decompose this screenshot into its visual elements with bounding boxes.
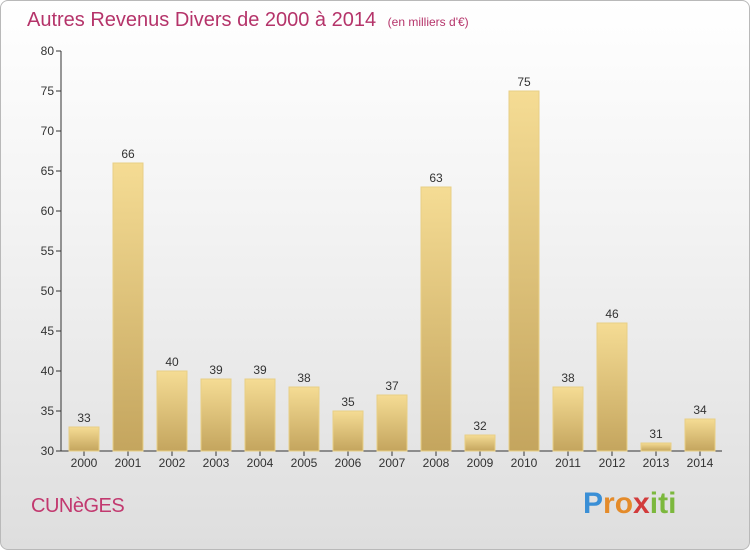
bar bbox=[684, 418, 716, 452]
x-tick-label: 2005 bbox=[291, 456, 318, 470]
bar bbox=[596, 322, 628, 452]
x-tick-label: 2000 bbox=[71, 456, 98, 470]
logo-letter: i bbox=[668, 487, 677, 520]
logo-letter: i bbox=[649, 487, 659, 520]
y-tick-label: 50 bbox=[41, 284, 55, 298]
bar-value-label: 38 bbox=[297, 371, 311, 385]
logo-letter: o bbox=[614, 487, 634, 520]
bar-value-label: 37 bbox=[385, 379, 399, 393]
bar-value-label: 38 bbox=[561, 371, 575, 385]
bar bbox=[332, 410, 364, 452]
x-tick-label: 2006 bbox=[335, 456, 362, 470]
bar-value-label: 39 bbox=[209, 363, 223, 377]
x-tick-label: 2003 bbox=[203, 456, 230, 470]
y-tick-label: 35 bbox=[41, 404, 55, 418]
chart-subtitle: (en milliers d'€) bbox=[387, 15, 469, 29]
y-tick-label: 55 bbox=[41, 244, 55, 258]
x-tick-label: 2009 bbox=[467, 456, 494, 470]
bar bbox=[288, 386, 320, 452]
bar-value-label: 63 bbox=[429, 171, 443, 185]
x-tick-label: 2002 bbox=[159, 456, 186, 470]
y-tick-label: 45 bbox=[41, 324, 55, 338]
x-tick-label: 2004 bbox=[247, 456, 274, 470]
x-tick-label: 2014 bbox=[687, 456, 714, 470]
bar bbox=[552, 386, 584, 452]
y-tick-label: 40 bbox=[41, 364, 55, 378]
bar bbox=[640, 442, 672, 452]
bar-value-label: 31 bbox=[649, 427, 663, 441]
bar-value-label: 34 bbox=[693, 403, 707, 417]
bar-value-label: 66 bbox=[121, 147, 135, 161]
y-tick-label: 60 bbox=[41, 204, 55, 218]
bar-value-label: 32 bbox=[473, 419, 487, 433]
bar-value-label: 46 bbox=[605, 307, 619, 321]
commune-label: CUNèGES bbox=[31, 495, 125, 517]
bar bbox=[376, 394, 408, 452]
bar bbox=[200, 378, 232, 452]
x-tick-label: 2008 bbox=[423, 456, 450, 470]
x-tick-label: 2012 bbox=[599, 456, 626, 470]
y-tick-label: 65 bbox=[41, 164, 55, 178]
bar bbox=[420, 186, 452, 452]
chart-title: Autres Revenus Divers de 2000 à 2014 (en… bbox=[27, 9, 469, 32]
bar bbox=[68, 426, 100, 452]
bar-value-label: 40 bbox=[165, 355, 179, 369]
logo-letter: P bbox=[583, 487, 604, 520]
bar-value-label: 39 bbox=[253, 363, 267, 377]
bar bbox=[244, 378, 276, 452]
chart-title-text: Autres Revenus Divers de 2000 à 2014 bbox=[27, 9, 377, 31]
logo-letter: r bbox=[603, 487, 615, 520]
bar bbox=[464, 434, 496, 452]
bar bbox=[508, 90, 540, 452]
logo-letter: x bbox=[633, 487, 650, 520]
y-tick-label: 75 bbox=[41, 84, 55, 98]
y-tick-label: 70 bbox=[41, 124, 55, 138]
x-tick-label: 2001 bbox=[115, 456, 142, 470]
x-tick-label: 2013 bbox=[643, 456, 670, 470]
x-tick-label: 2010 bbox=[511, 456, 538, 470]
bars-group bbox=[68, 90, 716, 452]
y-tick-label: 80 bbox=[41, 44, 55, 58]
x-tick-label: 2007 bbox=[379, 456, 406, 470]
logo-letter: t bbox=[658, 487, 669, 520]
bar-value-label: 75 bbox=[517, 75, 531, 89]
x-tick-label: 2011 bbox=[555, 456, 581, 470]
bar-value-label: 35 bbox=[341, 395, 355, 409]
y-tick-label: 30 bbox=[41, 444, 55, 458]
labels-group: 33 66 40 39 39 38 35 37 63 32 75 38 46 31 34 bbox=[77, 75, 707, 441]
bar-value-label: 33 bbox=[77, 411, 91, 425]
proxiti-logo: Proxiti bbox=[583, 487, 676, 521]
bar bbox=[156, 370, 188, 452]
bar bbox=[112, 162, 144, 452]
